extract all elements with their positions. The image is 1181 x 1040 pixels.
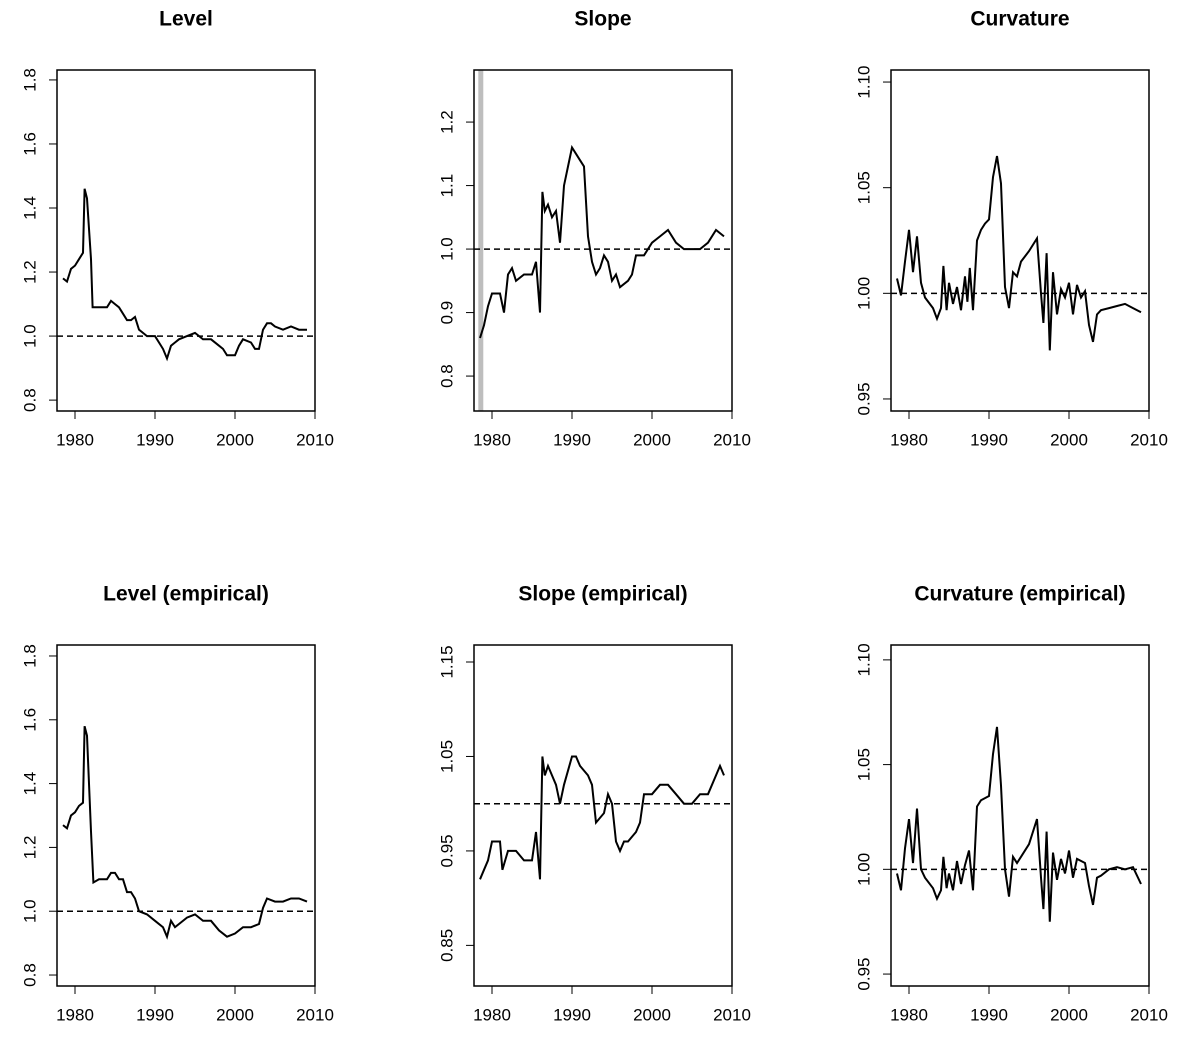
- y-tick-label: 1.2: [20, 836, 39, 860]
- y-tick-label: 0.85: [437, 929, 456, 962]
- y-tick-label: 0.8: [20, 963, 39, 987]
- y-tick-label: 0.95: [854, 958, 873, 991]
- panel-title: Level: [159, 8, 213, 31]
- x-tick-label: 2010: [713, 1005, 751, 1024]
- x-tick-label: 2000: [633, 1005, 671, 1024]
- data-line: [62, 725, 308, 940]
- y-tick-label: 1.05: [854, 748, 873, 781]
- x-tick-label: 2010: [713, 430, 751, 449]
- x-tick-label: 2000: [633, 430, 671, 449]
- x-tick-label: 2010: [296, 1005, 334, 1024]
- y-tick-label: 0.9: [437, 301, 456, 325]
- panel-title: Slope (empirical): [518, 583, 687, 606]
- data-line: [896, 155, 1142, 351]
- x-tick-label: 2000: [216, 430, 254, 449]
- y-tick-label: 1.6: [20, 132, 39, 156]
- y-tick-label: 1.15: [437, 645, 456, 678]
- data-line: [62, 188, 307, 362]
- data-line: [479, 144, 725, 339]
- y-tick-label: 1.2: [20, 260, 39, 284]
- plot-frame: [56, 644, 316, 987]
- x-tick-label: 1980: [473, 430, 511, 449]
- y-tick-label: 1.8: [20, 68, 39, 92]
- y-tick-label: 1.6: [20, 708, 39, 732]
- plot-frame: [473, 644, 733, 987]
- x-tick-label: 1990: [970, 430, 1008, 449]
- panel-title: Slope: [574, 8, 631, 31]
- panel-title: Level (empirical): [103, 583, 269, 606]
- y-tick-label: 1.05: [437, 740, 456, 773]
- data-line: [896, 726, 1142, 922]
- x-tick-label: 2010: [1130, 430, 1168, 449]
- y-tick-label: 0.8: [20, 388, 39, 412]
- plot-frame: [56, 69, 316, 412]
- y-tick-label: 1.1: [437, 174, 456, 198]
- panel-title: Curvature (empirical): [914, 583, 1125, 606]
- x-tick-label: 2000: [1050, 430, 1088, 449]
- x-tick-label: 2000: [216, 1005, 254, 1024]
- panel-title: Curvature: [970, 8, 1069, 31]
- x-tick-label: 1990: [553, 430, 591, 449]
- y-tick-label: 1.4: [20, 196, 39, 220]
- y-tick-label: 1.10: [854, 65, 873, 98]
- y-tick-label: 1.00: [854, 277, 873, 310]
- y-tick-label: 0.95: [854, 382, 873, 415]
- y-tick-label: 1.0: [20, 324, 39, 348]
- x-tick-label: 1980: [890, 1005, 928, 1024]
- y-tick-label: 1.8: [20, 644, 39, 668]
- y-tick-label: 0.8: [437, 364, 456, 388]
- plot-frame: [890, 69, 1150, 412]
- data-line: [479, 755, 725, 880]
- y-tick-label: 1.10: [854, 643, 873, 676]
- y-tick-label: 1.0: [437, 237, 456, 261]
- x-tick-label: 1980: [56, 430, 94, 449]
- x-tick-label: 1990: [136, 430, 174, 449]
- x-tick-label: 2010: [296, 430, 334, 449]
- y-tick-label: 1.05: [854, 171, 873, 204]
- y-tick-label: 1.0: [20, 899, 39, 923]
- x-tick-label: 2000: [1050, 1005, 1088, 1024]
- plot-frame: [890, 644, 1150, 987]
- x-tick-label: 2010: [1130, 1005, 1168, 1024]
- x-tick-label: 1990: [970, 1005, 1008, 1024]
- plot-frame: [473, 69, 733, 412]
- x-tick-label: 1980: [473, 1005, 511, 1024]
- y-tick-label: 1.4: [20, 772, 39, 796]
- y-tick-label: 0.95: [437, 834, 456, 867]
- x-tick-label: 1990: [553, 1005, 591, 1024]
- x-tick-label: 1980: [890, 430, 928, 449]
- x-tick-label: 1980: [56, 1005, 94, 1024]
- y-tick-label: 1.00: [854, 853, 873, 886]
- x-tick-label: 1990: [136, 1005, 174, 1024]
- y-tick-label: 1.2: [437, 110, 456, 134]
